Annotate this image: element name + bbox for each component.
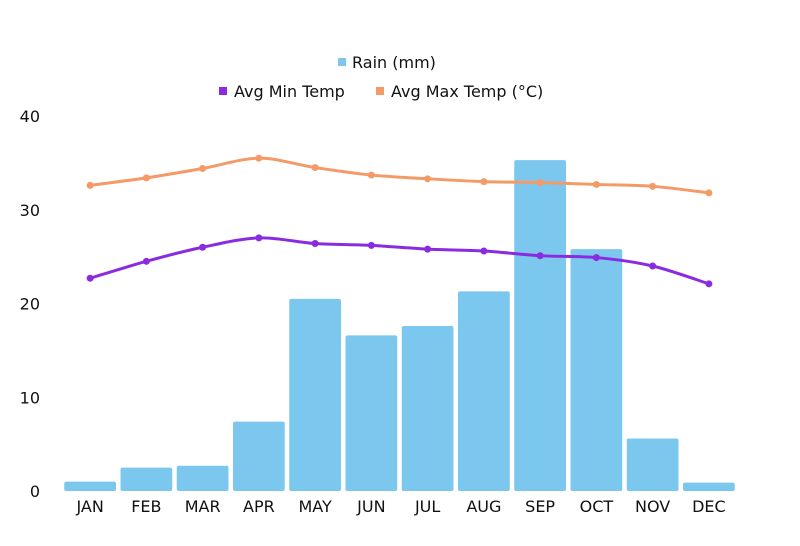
x-tick-label: MAR — [185, 497, 221, 516]
rain-bar — [401, 326, 454, 491]
x-tick-label: APR — [243, 497, 275, 516]
x-tick-label: DEC — [692, 497, 726, 516]
x-tick-label: JUL — [414, 497, 440, 516]
min-temp-point — [536, 252, 544, 260]
min-temp-point — [311, 240, 319, 247]
max-temp-point — [424, 175, 432, 183]
min-temp-point — [592, 254, 600, 262]
max-temp-point — [705, 189, 713, 197]
legend-min-label: Avg Min Temp — [234, 82, 345, 101]
min-temp-point — [86, 274, 94, 282]
max-temp-point — [367, 171, 375, 179]
y-tick-label: 10 — [20, 388, 40, 407]
y-tick-label: 0 — [30, 482, 40, 501]
x-tick-label: JAN — [75, 497, 103, 516]
max-temp-point — [480, 178, 488, 186]
legend-max-label: Avg Max Temp (°C) — [391, 82, 543, 101]
x-tick-label: AUG — [466, 497, 501, 516]
max-temp-point — [86, 181, 94, 189]
max-temp-point — [592, 180, 600, 188]
legend: Rain (mm) Avg Min Temp Avg Max Temp (°C) — [219, 53, 543, 101]
max-temp-point — [255, 154, 263, 162]
legend-max-swatch — [376, 87, 384, 95]
max-temp-line — [88, 156, 711, 195]
max-temp-point — [536, 179, 544, 187]
y-axis: 0 10 20 30 40 — [20, 107, 40, 501]
y-tick-label: 40 — [20, 107, 40, 126]
x-tick-label: OCT — [580, 497, 614, 516]
min-temp-point — [142, 257, 150, 265]
y-tick-label: 20 — [20, 295, 40, 314]
temperature-lines — [86, 154, 713, 288]
min-temp-point — [480, 247, 488, 255]
min-temp-point — [255, 234, 263, 242]
x-tick-label: JUN — [356, 497, 385, 516]
rain-bar — [233, 421, 285, 491]
x-tick-label: MAY — [298, 497, 332, 516]
rain-bar — [64, 481, 116, 491]
min-temp-line — [88, 236, 711, 286]
x-axis: JAN FEB MAR APR MAY JUN JUL AUG SEP OCT NOV DEC — [75, 497, 725, 516]
legend-min-swatch — [219, 87, 227, 95]
rain-bar — [626, 438, 679, 491]
rain-bar — [570, 249, 623, 491]
min-temp-point — [705, 280, 713, 288]
legend-rain-swatch — [338, 58, 346, 66]
x-tick-label: SEP — [525, 497, 555, 516]
min-temp-point — [367, 241, 375, 249]
y-tick-label: 30 — [20, 201, 40, 220]
rain-bar — [176, 465, 229, 491]
rain-bars — [64, 160, 735, 491]
rain-bar — [514, 160, 566, 491]
rain-bar — [345, 335, 398, 491]
max-temp-point — [142, 174, 150, 182]
min-temp-point — [424, 245, 432, 253]
rain-bar — [683, 482, 735, 491]
x-tick-label: FEB — [131, 497, 161, 516]
rain-bar — [458, 291, 510, 491]
max-temp-point — [311, 164, 319, 172]
x-tick-label: NOV — [635, 497, 670, 516]
min-temp-point — [649, 262, 657, 270]
rain-bar — [120, 467, 173, 491]
max-temp-point — [649, 182, 657, 190]
max-temp-point — [199, 165, 207, 172]
rain-bar — [289, 298, 341, 491]
legend-rain-label: Rain (mm) — [352, 53, 436, 72]
min-temp-point — [199, 243, 207, 251]
